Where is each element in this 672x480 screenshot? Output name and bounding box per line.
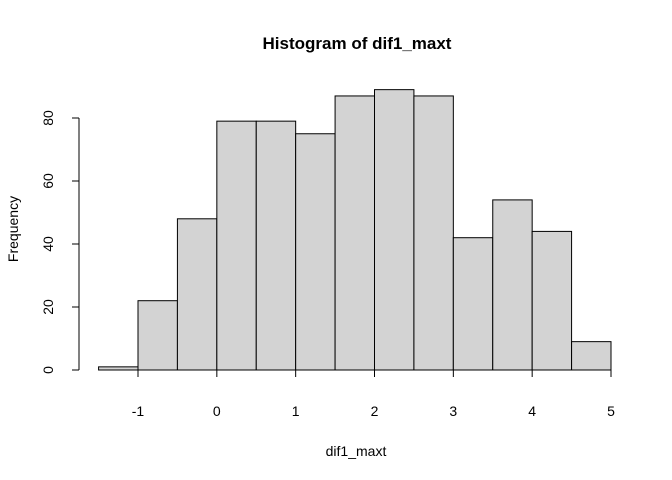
y-tick-label: 80 <box>40 110 56 126</box>
y-axis: 0 20 40 60 80 <box>40 110 80 374</box>
histogram-bar <box>216 120 257 371</box>
y-tick-label: 60 <box>40 173 56 189</box>
histogram-bar <box>255 120 297 371</box>
histogram-bar <box>137 300 178 371</box>
histogram-bar <box>413 95 454 371</box>
histogram-bar <box>374 89 415 371</box>
histogram-bar <box>295 133 336 371</box>
y-axis-label: Frequency <box>5 196 21 262</box>
y-tick-label: 0 <box>40 366 56 374</box>
histogram-bar <box>531 230 573 371</box>
histogram-bar <box>452 237 494 371</box>
x-tick-label: 0 <box>213 403 221 419</box>
y-tick-label: 20 <box>40 299 56 315</box>
y-tick-label: 40 <box>40 236 56 252</box>
chart-title: Histogram of dif1_maxt <box>263 34 452 53</box>
x-tick-label: 2 <box>371 403 379 419</box>
x-axis: -1 0 1 2 3 4 5 <box>132 369 615 419</box>
x-tick-label: 1 <box>292 403 300 419</box>
x-tick-label: 4 <box>528 403 536 419</box>
histogram-bar <box>176 218 218 371</box>
bars-group <box>98 89 612 371</box>
histogram-bar <box>571 341 612 371</box>
x-tick-label: -1 <box>132 403 145 419</box>
histogram-bar <box>98 366 139 371</box>
x-tick-label: 5 <box>607 403 615 419</box>
histogram-bar <box>334 95 376 371</box>
histogram-bar <box>492 199 533 371</box>
x-axis-label: dif1_maxt <box>326 443 387 459</box>
x-tick-label: 3 <box>449 403 457 419</box>
